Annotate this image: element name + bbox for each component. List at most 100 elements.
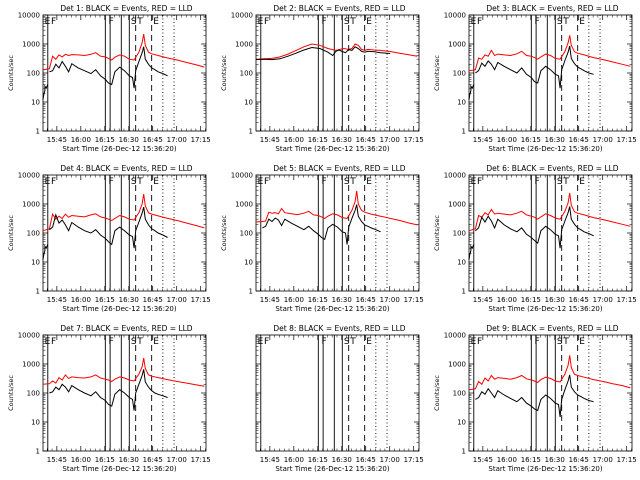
marker-label: F [109,17,114,27]
x-tick-label: 17:15 [404,136,424,144]
marker-label: F [535,17,540,27]
x-axis-label: Start Time (26-Dec-12 15:36:20) [275,145,389,153]
marker-label: T [349,17,356,27]
x-tick-label: 16:15 [95,136,115,144]
plot-frame [255,14,420,132]
y-tick-label: 1000 [22,41,40,49]
marker-label: T [136,177,143,187]
x-tick-label: 17:15 [191,296,211,304]
x-tick-label: 16:00 [284,456,304,464]
marker-label: F [477,17,482,27]
x-tick-label: 17:00 [593,296,613,304]
x-tick-label: 16:45 [143,136,163,144]
x-tick-label: 17:00 [167,456,187,464]
y-tick-label: 1000 [22,361,40,369]
x-tick-label: 16:45 [143,456,163,464]
x-axis-label: Start Time (26-Dec-12 15:36:20) [488,305,602,313]
lld-series-line [255,190,418,226]
x-tick-label: 16:00 [497,456,517,464]
x-axis-label: Start Time (26-Dec-12 15:36:20) [275,305,389,313]
y-tick-label: 100 [453,390,466,398]
marker-label: E [579,17,585,27]
marker-label: F [109,337,114,347]
marker-label: F [535,177,540,187]
marker-label: T [562,337,569,347]
marker-label: E [471,177,477,187]
marker-label: E [45,337,51,347]
marker-label: S [557,337,563,347]
detector-panel-4: Det 4: BLACK = Events, RED = LLD 1 10 100 10… [7,164,211,313]
x-tick-label: 16:30 [545,456,565,464]
y-tick-label: 10000 [18,332,40,340]
plot-frame [468,174,633,292]
events-series-line [49,369,168,411]
y-tick-label: 100 [27,230,40,238]
marker-label: E [471,337,477,347]
marker-label: E [258,17,264,27]
x-tick-label: 16:00 [71,136,91,144]
x-tick-label: 16:15 [521,296,541,304]
marker-label: E [366,337,372,347]
x-tick-label: 16:15 [521,456,541,464]
x-tick-label: 16:45 [569,136,589,144]
detector-panel-3: Det 3: BLACK = Events, RED = LLD 1 10 100 10… [433,4,637,153]
panel-title: Det 3: BLACK = Events, RED = LLD [486,4,618,13]
panel-title: Det 2: BLACK = Events, RED = LLD [273,4,405,13]
events-series-line [42,244,49,260]
marker-label: E [366,17,372,27]
detector-panel-2: Det 2: BLACK = Events, RED = LLD 1 10 100 10… [220,4,424,153]
plot-frame [468,14,633,132]
plot-frame [42,14,207,132]
y-tick-label: 10000 [444,172,466,180]
marker-label: S [557,17,563,27]
y-tick-label: 10 [244,99,253,107]
panel-title: Det 1: BLACK = Events, RED = LLD [60,4,192,13]
y-tick-label: 1 [462,128,466,136]
y-tick-label: 100 [453,230,466,238]
panel-title: Det 9: BLACK = Events, RED = LLD [486,324,618,333]
x-tick-label: 16:00 [497,296,517,304]
y-axis-label: Counts/sec [220,55,228,91]
detector-panel-1: Det 1: BLACK = Events, RED = LLD 1 10 100 10… [7,4,211,153]
x-tick-label: 16:15 [308,456,328,464]
events-series-line [475,45,594,89]
y-tick-label: 1 [462,448,466,456]
x-axis-label: Start Time (26-Dec-12 15:36:20) [275,465,389,473]
marker-label: T [562,17,569,27]
detector-panel-8: Det 8: BLACK = Events, RED = LLD 15:45 16:… [255,324,424,473]
y-tick-label: 1 [36,128,40,136]
x-tick-label: 15:45 [473,296,493,304]
y-tick-label: 10000 [18,12,40,20]
y-tick-label: 1000 [235,201,253,209]
marker-label: F [264,177,269,187]
x-tick-label: 17:15 [404,456,424,464]
marker-label: T [349,337,356,347]
x-tick-label: 17:00 [593,136,613,144]
y-tick-label: 100 [240,230,253,238]
marker-label: F [477,337,482,347]
y-tick-label: 100 [453,70,466,78]
x-tick-label: 15:45 [473,136,493,144]
x-tick-label: 15:45 [473,456,493,464]
x-axis-label: Start Time (26-Dec-12 15:36:20) [488,465,602,473]
events-series-line [49,46,168,89]
y-tick-label: 10000 [444,332,466,340]
x-tick-label: 16:00 [284,136,304,144]
lld-series-line [42,358,205,387]
marker-label: S [131,337,137,347]
marker-label: F [535,337,540,347]
lld-series-line [42,194,205,232]
events-series-line [42,84,49,100]
y-tick-label: 1 [36,288,40,296]
y-tick-label: 10000 [444,12,466,20]
x-axis-label: Start Time (26-Dec-12 15:36:20) [62,145,176,153]
panel-title: Det 6: BLACK = Events, RED = LLD [486,164,618,173]
marker-label: F [477,177,482,187]
x-axis-label: Start Time (26-Dec-12 15:36:20) [62,465,176,473]
marker-label: E [366,177,372,187]
marker-label: S [344,177,350,187]
marker-label: E [45,17,51,27]
lld-series-line [468,192,631,232]
detector-panel-7: Det 7: BLACK = Events, RED = LLD 1 10 100 10… [7,324,211,473]
x-tick-label: 17:00 [380,296,400,304]
